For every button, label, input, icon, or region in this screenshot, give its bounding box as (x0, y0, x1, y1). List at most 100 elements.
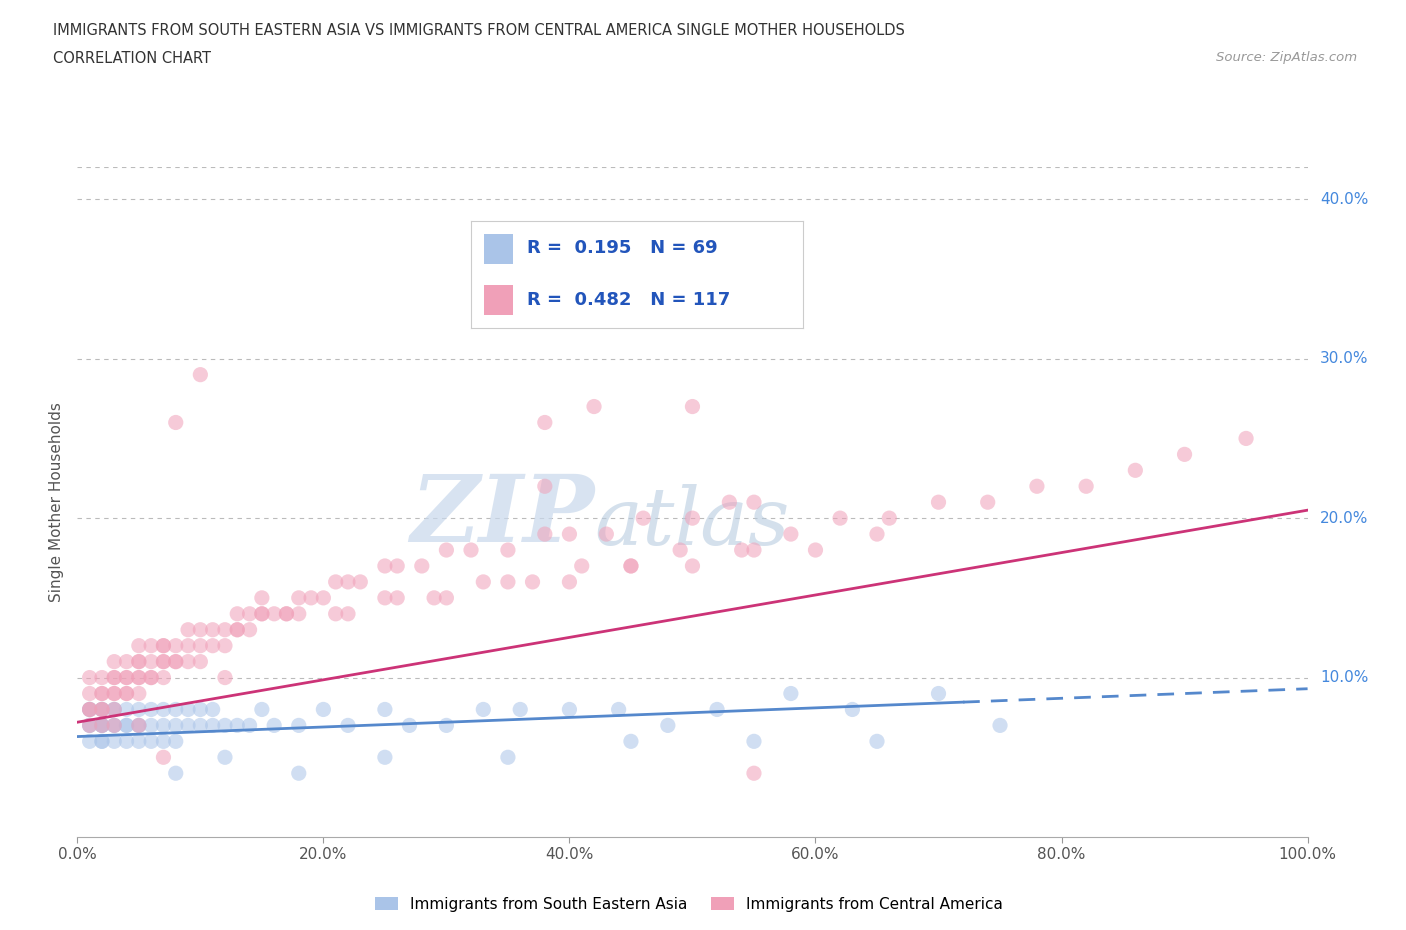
Text: ZIP: ZIP (409, 471, 595, 561)
Point (128, 671, 150, 685)
Point (115, 702, 138, 717)
Point (830, 511, 852, 525)
Point (188, 718, 212, 733)
Point (620, 559, 643, 574)
Point (103, 702, 125, 717)
Point (325, 575, 347, 590)
Point (152, 654, 174, 669)
Point (115, 718, 138, 733)
Point (141, 671, 163, 685)
Point (152, 638, 174, 653)
Point (90, 734, 114, 749)
Point (103, 686, 125, 701)
Point (141, 734, 163, 749)
Point (152, 702, 174, 717)
Point (657, 718, 679, 733)
Text: IMMIGRANTS FROM SOUTH EASTERN ASIA VS IMMIGRANTS FROM CENTRAL AMERICA SINGLE MOT: IMMIGRANTS FROM SOUTH EASTERN ASIA VS IM… (53, 23, 905, 38)
Point (201, 718, 224, 733)
Point (534, 479, 557, 494)
Point (90, 702, 114, 717)
Point (436, 718, 458, 733)
Point (928, 495, 950, 510)
Point (128, 718, 150, 733)
Point (165, 734, 187, 749)
Point (79, 686, 101, 701)
Point (90, 718, 114, 733)
Point (103, 718, 125, 733)
Point (201, 702, 224, 717)
Point (398, 718, 420, 733)
Text: 30.0%: 30.0% (1320, 352, 1368, 366)
Point (226, 606, 249, 621)
Point (141, 702, 163, 717)
Text: R =  0.195   N = 69: R = 0.195 N = 69 (527, 239, 718, 258)
Point (214, 671, 236, 685)
Point (79, 718, 101, 733)
Point (177, 654, 200, 669)
Point (595, 526, 617, 541)
Point (731, 542, 754, 557)
Point (103, 718, 125, 733)
Point (90, 702, 114, 717)
Point (103, 671, 125, 685)
Point (1026, 479, 1049, 494)
Point (742, 495, 765, 510)
Point (79, 702, 101, 717)
Point (337, 718, 360, 733)
Point (349, 575, 371, 590)
Point (558, 575, 581, 590)
Point (742, 765, 765, 780)
Point (988, 718, 1011, 733)
Point (276, 606, 298, 621)
Point (165, 654, 187, 669)
Point (188, 702, 212, 717)
Point (879, 511, 901, 525)
Point (177, 702, 200, 717)
Text: 40.0%: 40.0% (1320, 192, 1368, 206)
Point (226, 718, 249, 733)
Point (201, 622, 224, 637)
Point (226, 622, 249, 637)
Point (115, 671, 138, 685)
Point (718, 495, 741, 510)
Point (103, 734, 125, 749)
Point (607, 702, 630, 717)
Point (115, 734, 138, 749)
Point (472, 575, 495, 590)
Point (620, 734, 643, 749)
Point (780, 686, 803, 701)
Point (250, 606, 273, 621)
Point (522, 575, 544, 590)
Point (977, 495, 1000, 510)
Text: CORRELATION CHART: CORRELATION CHART (53, 51, 211, 66)
Point (152, 638, 174, 653)
Point (534, 415, 557, 430)
Point (188, 654, 212, 669)
Point (571, 559, 593, 574)
Point (288, 591, 311, 605)
Point (79, 702, 101, 717)
Point (90, 702, 114, 717)
Point (288, 718, 311, 733)
Point (337, 606, 360, 621)
Point (90, 686, 114, 701)
Point (165, 718, 187, 733)
Legend: Immigrants from South Eastern Asia, Immigrants from Central America: Immigrants from South Eastern Asia, Immi… (370, 890, 1008, 918)
Point (141, 638, 163, 653)
Point (620, 559, 643, 574)
Point (103, 654, 125, 669)
Point (928, 686, 950, 701)
Point (90, 718, 114, 733)
Point (558, 702, 581, 717)
Point (583, 399, 606, 414)
Point (165, 415, 187, 430)
Point (509, 702, 531, 717)
Text: atlas: atlas (595, 484, 789, 561)
Point (103, 686, 125, 701)
Point (214, 622, 236, 637)
Point (841, 702, 863, 717)
Point (239, 622, 262, 637)
Point (411, 559, 433, 574)
Point (115, 718, 138, 733)
Point (115, 686, 138, 701)
